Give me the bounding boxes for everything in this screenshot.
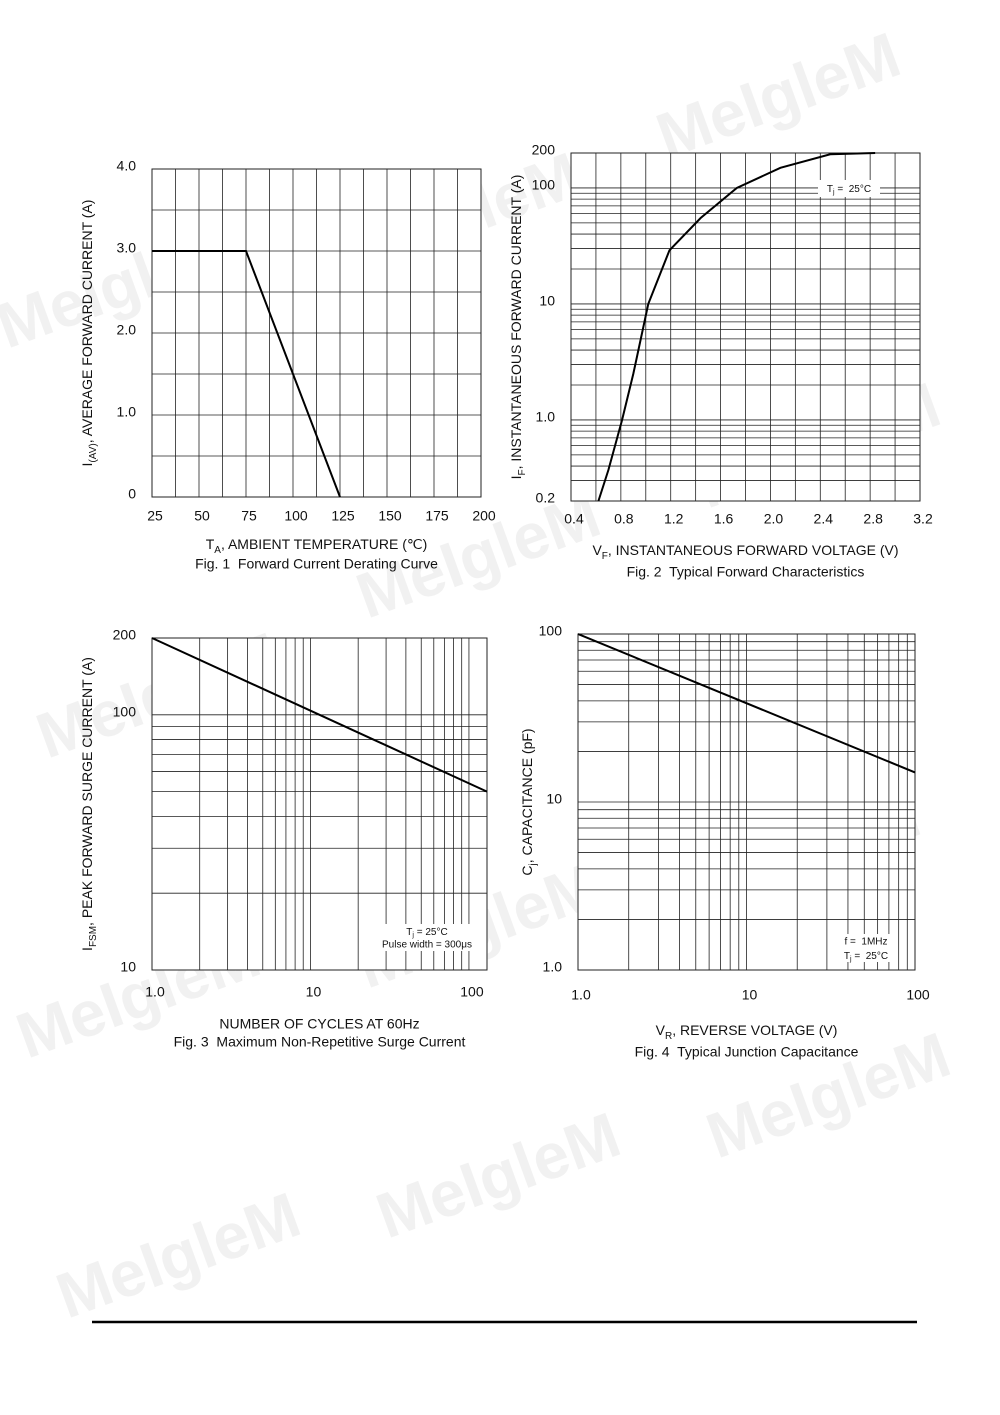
chart-title: Fig. 2 Typical Forward Characteristics bbox=[627, 564, 865, 580]
chart: 25 50 75 100 125 150 175 200 0 1.0 2.0 3.0 4.0 TA, AM… bbox=[79, 158, 496, 572]
y-tick-label: 10 bbox=[120, 959, 136, 975]
annotation-box bbox=[836, 934, 898, 962]
x-axis-label: NUMBER OF CYCLES AT 60Hz bbox=[219, 1016, 419, 1032]
annotation: Pulse width = 300μs bbox=[382, 940, 472, 951]
y-axis-label: IFSM, PEAK FORWARD SURGE CURRENT (A) bbox=[79, 657, 99, 951]
x-axis-label-subscript: F bbox=[602, 551, 608, 562]
chart: 0.4 0.8 1.2 1.6 2.0 2.4 2.8 3.2 0.2 1.0 10 100 200 Tj… bbox=[508, 142, 933, 580]
annotation-subscript: j bbox=[832, 189, 835, 196]
y-tick-label: 10 bbox=[546, 791, 562, 807]
x-axis-label-text: , AMBIENT TEMPERATURE (℃) bbox=[221, 536, 427, 552]
x-tick-label: 1.2 bbox=[664, 511, 684, 527]
y-tick-label: 100 bbox=[532, 177, 556, 193]
annotation-box bbox=[372, 924, 482, 951]
y-axis-label: Cj, CAPACITANCE (pF) bbox=[519, 728, 539, 875]
data-line bbox=[577, 633, 916, 774]
y-tick-label: 10 bbox=[539, 293, 555, 309]
y-tick-label: 1.0 bbox=[543, 959, 563, 975]
x-axis-label-symbol: T bbox=[206, 536, 215, 552]
x-tick-label: 125 bbox=[331, 508, 355, 524]
y-axis-label-symbol: I bbox=[79, 947, 95, 951]
y-axis-label-subscript: F bbox=[517, 469, 528, 475]
chart-title: Fig. 3 Maximum Non-Repetitive Surge Curr… bbox=[174, 1034, 466, 1050]
y-tick-label: 100 bbox=[539, 623, 563, 639]
x-tick-label: 100 bbox=[906, 987, 930, 1003]
x-tick-label: 50 bbox=[194, 508, 210, 524]
x-tick-label: 25 bbox=[147, 508, 163, 524]
x-tick-label: 3.2 bbox=[913, 511, 933, 527]
chart-title: Fig. 4 Typical Junction Capacitance bbox=[635, 1044, 859, 1060]
x-axis-label: VF, INSTANTANEOUS FORWARD VOLTAGE (V) bbox=[592, 542, 898, 562]
annotation-text: = 25°C bbox=[835, 184, 872, 195]
y-axis-label: I(AV), AVERAGE FORWARD CURRENT (A) bbox=[79, 200, 99, 467]
y-axis-label-subscript: j bbox=[528, 863, 539, 866]
data-line bbox=[152, 250, 341, 498]
x-tick-label: 150 bbox=[378, 508, 402, 524]
annotation-subscript: j bbox=[411, 932, 414, 939]
annotation-symbol: T bbox=[844, 951, 850, 962]
x-axis-label: VR, REVERSE VOLTAGE (V) bbox=[656, 1022, 838, 1042]
x-tick-label: 175 bbox=[425, 508, 449, 524]
chart: 1.0 10 100 1.0 10 100 f = 1MHz Tj = 25°C VR, REV… bbox=[519, 623, 930, 1060]
x-tick-label: 200 bbox=[472, 508, 496, 524]
x-tick-label: 1.6 bbox=[714, 511, 734, 527]
x-tick-label: 10 bbox=[306, 984, 322, 1000]
x-axis-label-subscript: R bbox=[665, 1031, 672, 1042]
data-line bbox=[597, 152, 876, 502]
y-axis-label-text: , PEAK FORWARD SURGE CURRENT (A) bbox=[79, 657, 95, 926]
y-tick-label: 200 bbox=[532, 142, 556, 158]
annotation-symbol: T bbox=[406, 927, 412, 938]
x-tick-label: 100 bbox=[460, 984, 484, 1000]
data-line bbox=[151, 637, 488, 793]
x-tick-label: 1.0 bbox=[145, 984, 165, 1000]
y-tick-label: 0 bbox=[128, 486, 136, 502]
annotation-subscript: j bbox=[849, 956, 852, 963]
y-axis-label-subscript: FSM bbox=[88, 926, 99, 947]
x-tick-label: 100 bbox=[284, 508, 308, 524]
x-tick-label: 2.0 bbox=[764, 511, 784, 527]
y-tick-label: 4.0 bbox=[117, 158, 137, 174]
y-axis-label-symbol: I bbox=[79, 463, 95, 467]
x-axis-label-text: , INSTANTANEOUS FORWARD VOLTAGE (V) bbox=[608, 542, 899, 558]
y-axis-label-text: , AVERAGE FORWARD CURRENT (A) bbox=[79, 200, 95, 444]
chart-title: Fig. 1 Forward Current Derating Curve bbox=[195, 556, 438, 572]
y-tick-label: 1.0 bbox=[536, 409, 556, 425]
x-axis-label: TA, AMBIENT TEMPERATURE (℃) bbox=[206, 536, 428, 556]
x-tick-label: 10 bbox=[742, 987, 758, 1003]
y-tick-label: 1.0 bbox=[117, 404, 137, 420]
x-tick-label: 0.8 bbox=[614, 511, 634, 527]
x-tick-label: 2.4 bbox=[814, 511, 834, 527]
plot-area bbox=[151, 637, 488, 971]
annotation: f = 1MHz bbox=[844, 937, 887, 948]
annotation-text: = 25°C bbox=[852, 951, 889, 962]
y-axis-label-symbol: C bbox=[519, 865, 535, 875]
x-axis-label-symbol: V bbox=[592, 542, 602, 558]
y-tick-label: 2.0 bbox=[117, 322, 137, 338]
annotation: Tj = 25°C bbox=[827, 184, 871, 197]
y-tick-label: 200 bbox=[113, 627, 137, 643]
x-axis-label-subscript: A bbox=[214, 545, 221, 556]
x-axis-label-text: , REVERSE VOLTAGE (V) bbox=[672, 1022, 837, 1038]
y-tick-label: 3.0 bbox=[117, 240, 137, 256]
y-tick-label: 100 bbox=[113, 704, 137, 720]
y-axis-label: IF, INSTANTANEOUS FORWARD CURRENT (A) bbox=[508, 175, 528, 480]
annotation: Tj = 25°C bbox=[844, 951, 888, 964]
y-axis-label-symbol: I bbox=[508, 476, 524, 480]
annotation-text: = 25°C bbox=[414, 927, 448, 938]
x-tick-label: 1.0 bbox=[571, 987, 591, 1003]
y-axis-label-text: , INSTANTANEOUS FORWARD CURRENT (A) bbox=[508, 175, 524, 470]
annotation-symbol: T bbox=[827, 184, 833, 195]
y-axis-label-subscript: (AV) bbox=[88, 443, 99, 462]
y-axis-label-text: , CAPACITANCE (pF) bbox=[519, 728, 535, 863]
y-tick-label: 0.2 bbox=[536, 490, 556, 506]
annotation-box bbox=[818, 180, 880, 197]
annotation: Tj = 25°C bbox=[406, 927, 447, 940]
x-axis-label-symbol: V bbox=[656, 1022, 666, 1038]
x-tick-label: 0.4 bbox=[564, 511, 584, 527]
x-tick-label: 75 bbox=[241, 508, 257, 524]
x-tick-label: 2.8 bbox=[863, 511, 883, 527]
